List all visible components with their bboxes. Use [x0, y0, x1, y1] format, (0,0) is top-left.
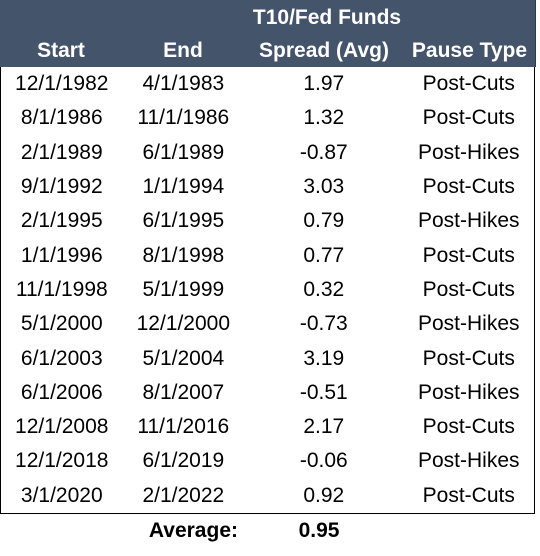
cell-end: 12/1/2000 — [136, 312, 231, 336]
cell-start: 6/1/2006 — [20, 380, 103, 404]
cell-end: 11/1/1986 — [137, 106, 230, 130]
cell-pause-type: Post-Cuts — [422, 415, 515, 439]
cell-spread: -0.87 — [299, 140, 348, 164]
cell-end: 8/1/2007 — [142, 380, 225, 404]
cell-pause-type: Post-Hikes — [417, 312, 520, 336]
cell-pause-type: Post-Cuts — [422, 72, 515, 96]
cell-spread: 0.79 — [303, 209, 345, 233]
table-row: 2/1/1989 6/1/1989 -0.87 Post-Hikes — [1, 136, 534, 170]
cell-pause-type: Post-Cuts — [422, 483, 515, 507]
cell-end: 4/1/1983 — [142, 72, 225, 96]
header-spread: Spread (Avg) — [259, 39, 389, 62]
cell-start: 12/1/2018 — [15, 449, 109, 473]
table-row: 8/1/1986 11/1/1986 1.32 Post-Cuts — [1, 101, 534, 135]
cell-pause-type: Post-Hikes — [417, 380, 520, 404]
cell-pause-type: Post-Cuts — [422, 175, 515, 199]
cell-start: 5/1/2000 — [20, 312, 103, 336]
cell-spread: 0.92 — [303, 483, 345, 507]
table-row: 1/1/1996 8/1/1998 0.77 Post-Cuts — [1, 238, 534, 272]
cell-start: 2/1/1989 — [20, 140, 103, 164]
cell-spread: 2.17 — [303, 415, 345, 439]
cell-pause-type: Post-Hikes — [417, 209, 520, 233]
table-body: 12/1/1982 4/1/1983 1.97 Post-Cuts 8/1/1986 11… — [0, 67, 535, 514]
cell-end: 2/1/2022 — [142, 483, 225, 507]
cell-start: 1/1/1996 — [20, 243, 103, 267]
cell-start: 6/1/2003 — [20, 346, 103, 370]
cell-spread: 0.32 — [303, 277, 345, 301]
table-row: 5/1/2000 12/1/2000 -0.73 Post-Hikes — [1, 307, 534, 341]
cell-start: 8/1/1986 — [20, 106, 103, 130]
average-value: 0.95 — [298, 518, 340, 542]
cell-end: 1/1/1994 — [142, 175, 225, 199]
cell-start: 2/1/1995 — [20, 209, 103, 233]
cell-end: 6/1/1995 — [142, 209, 225, 233]
cell-end: 11/1/2016 — [137, 415, 230, 439]
header-end: End — [163, 39, 203, 62]
cell-spread: 3.19 — [303, 346, 345, 370]
cell-pause-type: Post-Cuts — [422, 277, 515, 301]
cell-pause-type: Post-Hikes — [417, 140, 520, 164]
cell-spread: 1.97 — [303, 72, 345, 96]
table-row: 3/1/2020 2/1/2022 0.92 Post-Cuts — [1, 479, 534, 513]
cell-end: 5/1/2004 — [142, 346, 225, 370]
cell-start: 3/1/2020 — [20, 483, 103, 507]
header-start: Start — [37, 39, 85, 62]
table-row: 6/1/2006 8/1/2007 -0.51 Post-Hikes — [1, 376, 534, 410]
cell-pause-type: Post-Hikes — [417, 449, 520, 473]
header-group-label: T10/Fed Funds — [252, 6, 402, 29]
table-row: 6/1/2003 5/1/2004 3.19 Post-Cuts — [1, 341, 534, 375]
table-row: 12/1/2008 11/1/2016 2.17 Post-Cuts — [1, 410, 534, 444]
cell-start: 12/1/2008 — [15, 415, 109, 439]
cell-end: 6/1/2019 — [142, 449, 225, 473]
cell-end: 6/1/1989 — [142, 140, 225, 164]
cell-start: 11/1/1998 — [15, 277, 108, 301]
cell-spread: -0.73 — [299, 312, 348, 336]
cell-spread: 3.03 — [303, 175, 345, 199]
cell-pause-type: Post-Cuts — [422, 106, 515, 130]
cell-spread: -0.06 — [299, 449, 348, 473]
table-row: 2/1/1995 6/1/1995 0.79 Post-Hikes — [1, 204, 534, 238]
table-row: 9/1/1992 1/1/1994 3.03 Post-Cuts — [1, 170, 534, 204]
cell-end: 8/1/1998 — [142, 243, 225, 267]
cell-end: 5/1/1999 — [142, 277, 225, 301]
table-row: 12/1/2018 6/1/2019 -0.06 Post-Hikes — [1, 444, 534, 478]
average-label: Average: — [148, 518, 238, 542]
cell-pause-type: Post-Cuts — [422, 243, 515, 267]
cell-spread: 1.32 — [303, 106, 345, 130]
table-row: 11/1/1998 5/1/1999 0.32 Post-Cuts — [1, 273, 534, 307]
cell-pause-type: Post-Cuts — [422, 346, 515, 370]
cell-start: 9/1/1992 — [20, 175, 103, 199]
cell-spread: -0.51 — [299, 380, 348, 404]
average-row: Average: 0.95 — [0, 514, 540, 548]
table-row: 12/1/1982 4/1/1983 1.97 Post-Cuts — [1, 67, 534, 101]
cell-start: 12/1/1982 — [15, 72, 109, 96]
cell-spread: 0.77 — [303, 243, 345, 267]
header-pause-type: Pause Type — [411, 39, 528, 62]
table-header: T10/Fed Funds Start End Spread (Avg) Pau… — [0, 0, 536, 67]
